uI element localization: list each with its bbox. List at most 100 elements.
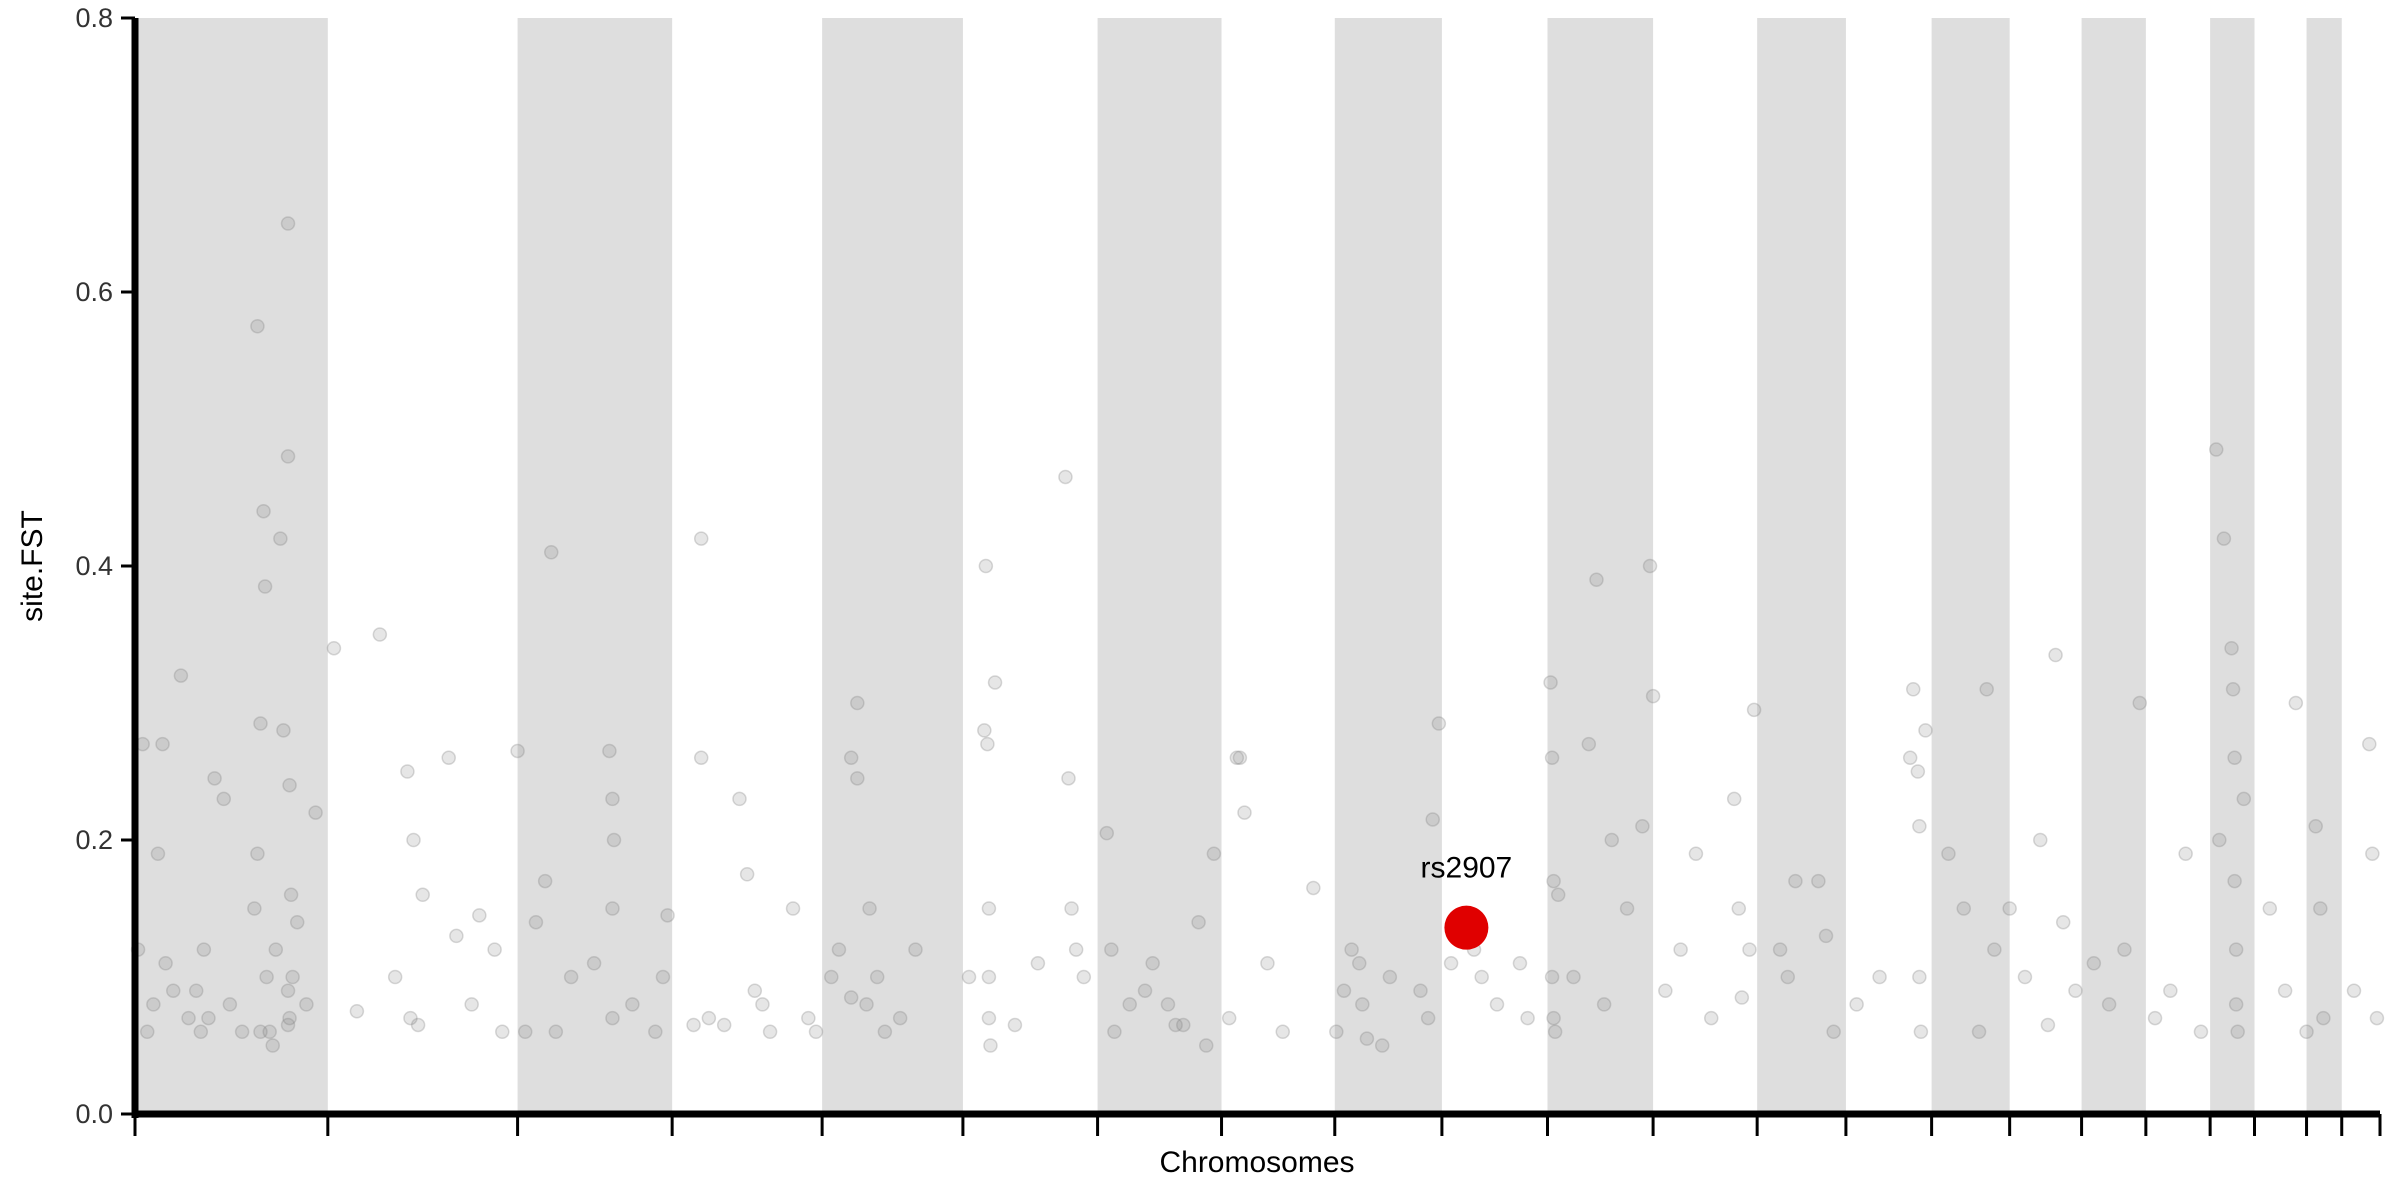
snp-point (289, 914, 305, 930)
chromosome-band (1931, 18, 2010, 1114)
snp-point (150, 846, 166, 861)
snp-point (2163, 983, 2178, 998)
snp-point (1746, 702, 1762, 718)
snp-point (2002, 901, 2017, 916)
snp-point (1979, 682, 1994, 697)
snp-point (1910, 764, 1926, 779)
snp-point (1413, 983, 1428, 998)
snp-point (1076, 969, 1092, 985)
snp-point (2086, 956, 2102, 971)
snp-point (280, 449, 296, 464)
snp-point (1512, 956, 1528, 971)
snp-point (1306, 880, 1321, 896)
snp-point (1905, 682, 1921, 697)
snp-point (2178, 846, 2193, 861)
y-axis-label: site.FST (16, 510, 49, 622)
chromosome-band (2081, 18, 2146, 1114)
chromosome-band (2210, 18, 2255, 1114)
snp-point (2262, 901, 2278, 916)
snp-point (850, 771, 865, 786)
snp-point (326, 640, 342, 656)
snp-point (892, 1010, 908, 1026)
snp-point (1818, 928, 1834, 944)
snp-point (1772, 942, 1788, 957)
snp-point (1061, 771, 1076, 786)
highlight-point (1444, 905, 1489, 950)
snp-point (2227, 750, 2242, 766)
snp-point (981, 901, 997, 916)
snp-point (400, 764, 415, 779)
snp-point (1546, 873, 1561, 889)
snp-point (1355, 997, 1370, 1012)
snp-point (2228, 997, 2244, 1012)
snp-point (1913, 1024, 1929, 1040)
chromosome-band (2306, 18, 2342, 1114)
snp-point (2193, 1024, 2209, 1040)
snp-point (2288, 695, 2304, 711)
snp-point (2308, 819, 2323, 834)
snp-point (510, 743, 525, 759)
snp-point (1520, 1010, 1535, 1026)
snp-point (862, 901, 877, 916)
snp-point (808, 1024, 824, 1040)
snp-point (1566, 969, 1581, 985)
snp-point (250, 846, 265, 861)
snp-point (1064, 901, 1079, 916)
snp-point (2228, 942, 2244, 957)
snp-point (2369, 1010, 2385, 1026)
snp-point (983, 1038, 998, 1053)
snp-point (762, 1024, 778, 1040)
snp-point (831, 942, 847, 957)
y-tick-label: 0.6 (75, 277, 113, 307)
snp-point (2033, 832, 2048, 848)
y-tick-label: 0.2 (75, 825, 113, 855)
snp-point (1352, 956, 1367, 971)
snp-point (1145, 956, 1160, 971)
snp-point (253, 1024, 268, 1040)
snp-point (563, 969, 579, 985)
snp-point (586, 956, 602, 971)
snp-point (755, 997, 770, 1012)
snp-point (1780, 969, 1796, 985)
snp-point (2209, 442, 2224, 457)
snp-point (660, 908, 675, 923)
snp-point (1941, 846, 1956, 861)
snp-point (2224, 640, 2239, 656)
snp-point (1232, 750, 1248, 766)
snp-point (1474, 969, 1489, 985)
snp-point (869, 969, 885, 985)
snp-point (1359, 1031, 1375, 1046)
snp-point (1826, 1024, 1841, 1040)
snp-point (234, 1024, 250, 1040)
snp-point (1872, 969, 1887, 985)
snp-point (253, 716, 268, 731)
snp-point (146, 997, 161, 1012)
snp-point (1382, 969, 1398, 985)
snp-point (387, 969, 403, 985)
snp-point (877, 1024, 893, 1040)
snp-point (285, 969, 300, 985)
snp-point (1543, 675, 1558, 690)
chromosome-band (1547, 18, 1654, 1114)
snp-point (1544, 750, 1560, 766)
snp-point (1987, 942, 2002, 957)
snp-point (2236, 791, 2252, 807)
snp-point (859, 997, 874, 1012)
snp-point (257, 579, 273, 594)
snp-point (2068, 983, 2083, 998)
snp-point (1635, 819, 1650, 834)
chromosome-band (1757, 18, 1846, 1114)
snp-point (250, 319, 265, 334)
snp-point (605, 901, 620, 916)
snp-point (605, 1010, 620, 1026)
snp-point (406, 832, 421, 848)
snp-point (441, 750, 456, 766)
chromosome-band (1334, 18, 1442, 1114)
snp-point (1788, 873, 1803, 889)
chromosome-band (1097, 18, 1222, 1114)
chromosome-band (822, 18, 963, 1114)
snp-point (1658, 983, 1673, 998)
snp-point (1336, 983, 1352, 998)
snp-point (693, 750, 709, 766)
snp-point (1431, 716, 1447, 731)
